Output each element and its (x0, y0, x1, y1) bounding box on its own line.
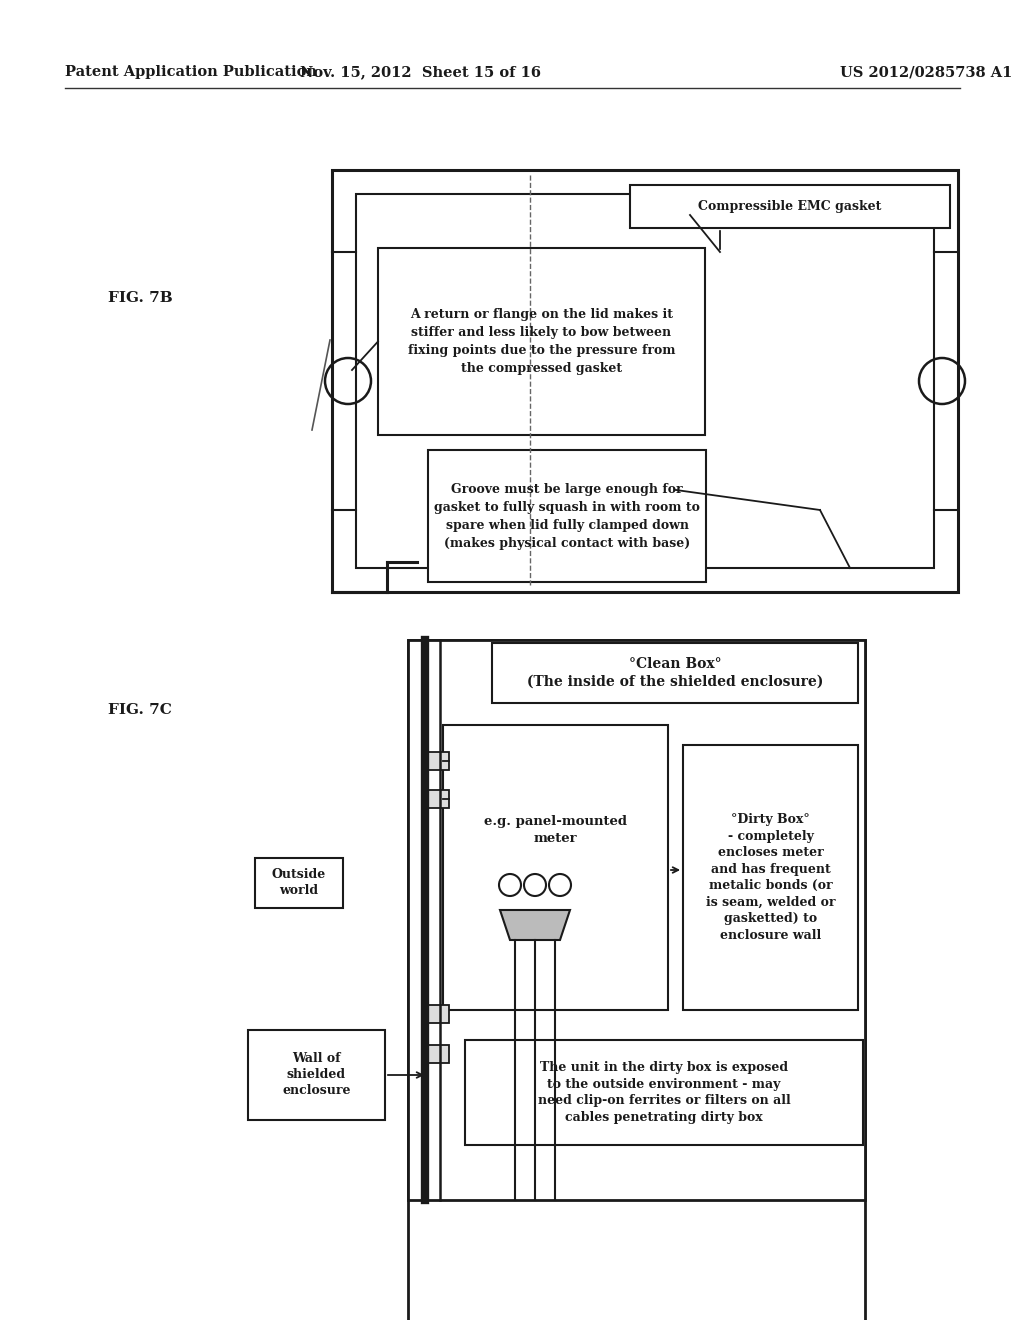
Bar (443, 725, 668, 1010)
Text: Compressible EMC gasket: Compressible EMC gasket (698, 201, 882, 213)
Text: A return or flange on the lid makes it
stiffer and less likely to bow between
fi: A return or flange on the lid makes it s… (408, 308, 675, 375)
Bar (408, 640, 865, 1200)
Text: Nov. 15, 2012  Sheet 15 of 16: Nov. 15, 2012 Sheet 15 of 16 (299, 65, 541, 79)
Text: °Clean Box°
(The inside of the shielded enclosure): °Clean Box° (The inside of the shielded … (526, 657, 823, 689)
Bar (255, 858, 343, 908)
Bar (408, 640, 865, 1320)
Text: Groove must be large enough for
gasket to fully squash in with room to
spare whe: Groove must be large enough for gasket t… (434, 483, 700, 549)
Polygon shape (500, 909, 570, 940)
Bar (630, 185, 950, 228)
Text: Wall of
shielded
enclosure: Wall of shielded enclosure (283, 1052, 351, 1097)
Bar (492, 643, 858, 704)
Bar (683, 744, 858, 1010)
Bar (465, 1040, 863, 1144)
Text: FIG. 7C: FIG. 7C (108, 704, 172, 717)
Bar (427, 1045, 449, 1063)
Bar (378, 248, 705, 436)
Text: The unit in the dirty box is exposed
to the outside environment - may
need clip-: The unit in the dirty box is exposed to … (538, 1061, 791, 1123)
Text: FIG. 7B: FIG. 7B (108, 290, 173, 305)
Bar (248, 1030, 385, 1119)
Text: e.g. panel-mounted
meter: e.g. panel-mounted meter (484, 814, 627, 845)
Text: Patent Application Publication: Patent Application Publication (65, 65, 317, 79)
Text: US 2012/0285738 A1: US 2012/0285738 A1 (840, 65, 1013, 79)
Bar (427, 789, 449, 808)
Bar (428, 450, 706, 582)
Bar (427, 1005, 449, 1023)
Bar (332, 170, 958, 591)
Bar (356, 194, 934, 568)
Text: °Dirty Box°
- completely
encloses meter
and has frequent
metalic bonds (or
is se: °Dirty Box° - completely encloses meter … (706, 813, 836, 941)
Text: Outside
world: Outside world (272, 869, 326, 898)
Bar (427, 752, 449, 770)
